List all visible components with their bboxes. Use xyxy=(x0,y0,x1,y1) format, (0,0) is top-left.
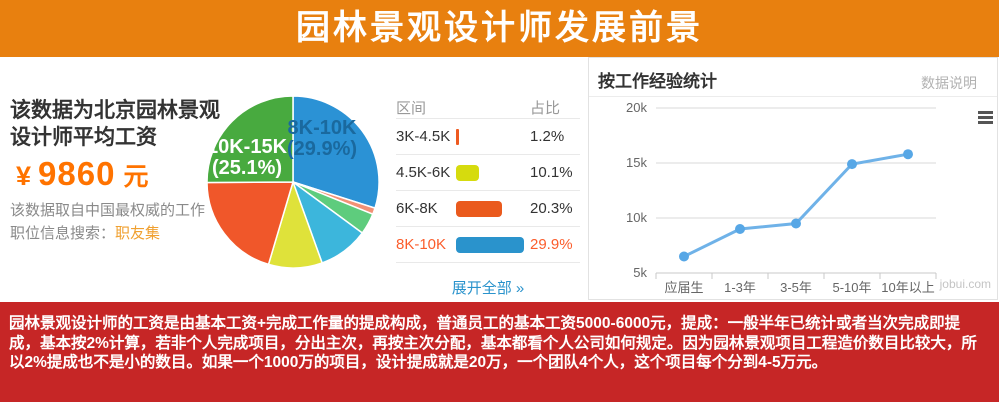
share-bar xyxy=(456,128,459,145)
pie-svg xyxy=(206,95,380,269)
average-salary-value: ¥ 9860 元 xyxy=(16,155,148,193)
panel-divider xyxy=(589,96,997,97)
expand-all-link[interactable]: 展开全部 » xyxy=(451,280,525,297)
pie-label-pct: (29.9%) xyxy=(286,138,358,160)
salary-explanation-text: 园林景观设计师的工资是由基本工资+完成工作量的提成构成，普通员工的基本工资500… xyxy=(9,315,977,371)
data-point-1-3年[interactable] xyxy=(735,224,745,234)
range-label: 8K-10K xyxy=(396,236,447,253)
pie-slice-10K-15K[interactable] xyxy=(206,95,294,184)
y-tick-label: 5k xyxy=(633,265,647,280)
data-source-text: 该数据取自中国最权威的工作 职位信息搜索：职友集 xyxy=(10,199,205,245)
salary-pie-chart[interactable]: 8K-10K (29.9%) 10K-15K (25.1%) xyxy=(205,94,381,270)
table-row: 8K-10K 29.9% xyxy=(396,227,580,263)
col-header-share: 占比 xyxy=(530,100,561,117)
source-line2-prefix: 职位信息搜索： xyxy=(10,225,116,242)
pie-label-8k-10k: 8K-10K (29.9%) xyxy=(287,118,357,160)
data-note-link[interactable]: 数据说明 xyxy=(921,75,977,91)
col-header-range: 区间 xyxy=(396,100,427,117)
page-header: 园林景观设计师发展前景 xyxy=(0,0,999,57)
range-label: 3K-4.5K xyxy=(396,128,451,145)
salary-unit: 元 xyxy=(123,163,149,191)
experience-line-chart[interactable]: 20k 15k 10k 5k 应届生 1-3年 3-5年 5-10年 10年以上 jobui.co… xyxy=(589,96,997,300)
salary-table-rows: 3K-4.5K 1.2% 4.5K-6K 10.1% 6K-8K 20.3% 8K-10K 2… xyxy=(396,119,580,263)
share-bar-cell xyxy=(456,200,529,217)
range-label: 4.5K-6K xyxy=(396,164,451,181)
chart-menu-icon[interactable] xyxy=(978,111,993,126)
pie-label-range: 10K-15K xyxy=(206,136,288,158)
content: 该数据为北京园林景观设计师平均工资 ¥ 9860 元 该数据取自中国最权威的工作… xyxy=(0,57,999,302)
y-tick-label: 10k xyxy=(626,210,647,225)
source-line1: 该数据取自中国最权威的工作 xyxy=(10,202,206,219)
share-bar xyxy=(456,236,524,253)
share-value: 1.2% xyxy=(530,128,565,145)
table-header: 区间 占比 xyxy=(396,97,580,119)
y-tick-label: 20k xyxy=(626,100,647,115)
salary-distribution-table: 区间 占比 3K-4.5K 1.2% 4.5K-6K 10.1% 6K-8K 20.3% 8… xyxy=(396,97,580,298)
currency-symbol: ¥ xyxy=(16,161,32,191)
table-row: 3K-4.5K 1.2% xyxy=(396,119,580,155)
watermark: jobui.com xyxy=(939,277,991,291)
share-value: 29.9% xyxy=(530,236,573,253)
share-bar-cell xyxy=(456,128,529,145)
share-bar xyxy=(456,200,502,217)
page-title: 园林景观设计师发展前景 xyxy=(296,9,703,47)
share-bar xyxy=(456,164,479,181)
range-label: 6K-8K xyxy=(396,200,438,217)
x-category-label: 10年以上 xyxy=(881,280,934,295)
y-tick-label: 15k xyxy=(626,155,647,170)
data-point-10年以上[interactable] xyxy=(903,149,913,160)
share-value: 20.3% xyxy=(530,200,573,217)
x-category-label: 1-3年 xyxy=(724,280,756,295)
salary-explanation-banner: 园林景观设计师的工资是由基本工资+完成工作量的提成构成，普通员工的基本工资500… xyxy=(0,302,999,402)
burger-bar xyxy=(978,116,993,119)
salary-line xyxy=(683,152,909,258)
experience-chart-panel: 按工作经验统计 数据说明 20k 15k 10k 5k 应届生 1-3年 3-5年 5-10年… xyxy=(588,57,998,300)
data-point-5-10年[interactable] xyxy=(847,159,857,170)
share-value: 10.1% xyxy=(530,164,573,181)
x-category-label: 3-5年 xyxy=(780,280,812,295)
data-point-应届生[interactable] xyxy=(679,251,689,262)
data-point-3-5年[interactable] xyxy=(791,218,801,229)
pie-label-pct: (25.1%) xyxy=(211,157,283,179)
salary-summary-heading: 该数据为北京园林景观设计师平均工资 xyxy=(10,99,220,149)
salary-amount: 9860 xyxy=(38,155,116,192)
share-bar-cell xyxy=(456,164,529,181)
share-bar-cell xyxy=(456,236,529,253)
table-row: 4.5K-6K 10.1% xyxy=(396,155,580,191)
chart-panel-title: 按工作经验统计 xyxy=(598,72,717,91)
burger-bar xyxy=(978,111,993,114)
pie-label-range: 8K-10K xyxy=(287,117,357,139)
pie-slice-8K-10K[interactable] xyxy=(292,95,380,210)
zhiyouji-link[interactable]: 职友集 xyxy=(115,225,161,242)
table-row: 6K-8K 20.3% xyxy=(396,191,580,227)
pie-slice-5[interactable] xyxy=(206,181,295,266)
burger-bar xyxy=(978,121,993,124)
pie-label-10k-15k: 10K-15K (25.1%) xyxy=(207,137,287,179)
x-category-label: 应届生 xyxy=(664,280,703,295)
x-category-label: 5-10年 xyxy=(832,280,871,295)
